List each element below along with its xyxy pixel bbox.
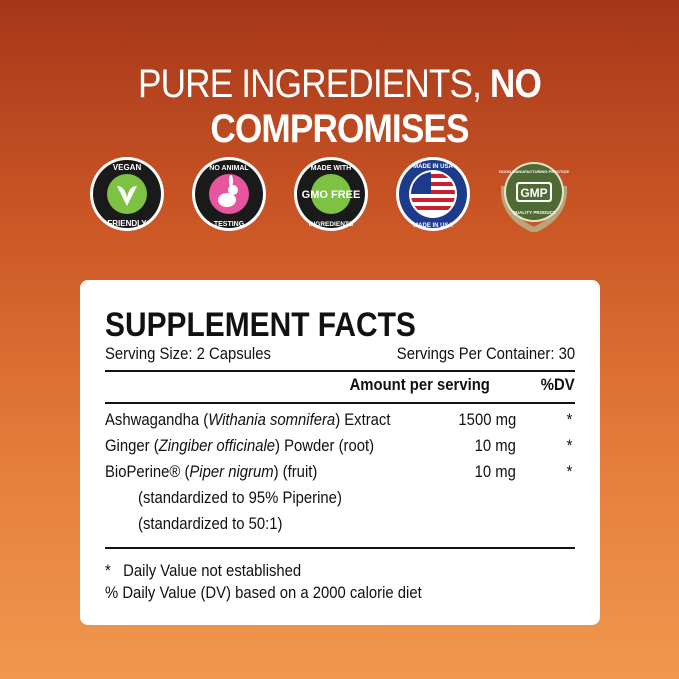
rabbit-icon — [218, 175, 238, 207]
svg-text:MADE IN USA: MADE IN USA — [413, 223, 453, 229]
ingredient-amount: 10 mg — [474, 437, 516, 455]
vegan-friendly-badge: VEGAN FRIENDLY — [90, 157, 164, 231]
serving-size: Serving Size: 2 Capsules — [105, 345, 271, 363]
supplement-facts-panel: SUPPLEMENT FACTS Serving Size: 2 Capsule… — [80, 280, 600, 625]
dv-header: %DV — [541, 376, 575, 394]
sub-note: (standardized to 50:1) — [138, 515, 283, 533]
ingredient-amount: 1500 mg — [458, 411, 516, 429]
ingredient-name: Ashwagandha (Withania somnifera) Extract — [105, 411, 391, 429]
gmo-free-icon: GMO FREE — [302, 189, 361, 201]
us-flag-icon — [411, 172, 455, 216]
ingredient-name: Ginger (Zingiber officinale) Powder (roo… — [105, 437, 375, 455]
footnote: % Daily Value (DV) based on a 2000 calor… — [105, 584, 422, 602]
no-animal-testing-badge: NO ANIMAL TESTING — [192, 157, 266, 231]
servings-per-container: Servings Per Container: 30 — [396, 345, 575, 363]
svg-text:FRIENDLY: FRIENDLY — [107, 219, 147, 228]
gmo-free-badge: GMO FREE MADE WITH INGREDIENTS — [294, 157, 368, 231]
svg-text:VEGAN: VEGAN — [113, 163, 142, 172]
divider — [105, 402, 575, 404]
gmp-seal-icon: GMP — [520, 186, 547, 200]
divider — [105, 370, 575, 372]
svg-text:TESTING: TESTING — [214, 221, 245, 228]
ingredient-name: BioPerine® (Piper nigrum) (fruit) — [105, 463, 318, 481]
svg-text:QUALITY PRODUCT: QUALITY PRODUCT — [512, 210, 555, 215]
leaf-icon — [117, 186, 137, 206]
facts-title: SUPPLEMENT FACTS — [105, 306, 416, 344]
ingredient-dv: * — [566, 437, 572, 455]
footnote: * Daily Value not established — [105, 562, 302, 580]
svg-text:INGREDIENTS: INGREDIENTS — [309, 221, 354, 228]
headline: PURE INGREDIENTS, NO COMPROMISES — [41, 62, 639, 152]
divider — [105, 547, 575, 549]
gmp-badge: GMP GOOD MANUFACTURING PRACTICE QUALITY … — [499, 162, 570, 232]
svg-text:GOOD MANUFACTURING PRACTICE: GOOD MANUFACTURING PRACTICE — [499, 169, 570, 174]
headline-bold: NO COMPROMISES — [210, 62, 541, 151]
svg-text:NO ANIMAL: NO ANIMAL — [209, 165, 249, 172]
svg-text:MADE IN USA: MADE IN USA — [413, 164, 453, 170]
amount-header: Amount per serving — [349, 376, 490, 394]
sub-note: (standardized to 95% Piperine) — [138, 489, 342, 507]
made-in-usa-badge: MADE IN USA MADE IN USA — [396, 157, 470, 231]
ingredient-dv: * — [566, 463, 572, 481]
svg-text:MADE WITH: MADE WITH — [311, 165, 351, 172]
ingredient-amount: 10 mg — [474, 463, 516, 481]
headline-regular: PURE INGREDIENTS, — [138, 62, 490, 106]
ingredient-dv: * — [566, 411, 572, 429]
